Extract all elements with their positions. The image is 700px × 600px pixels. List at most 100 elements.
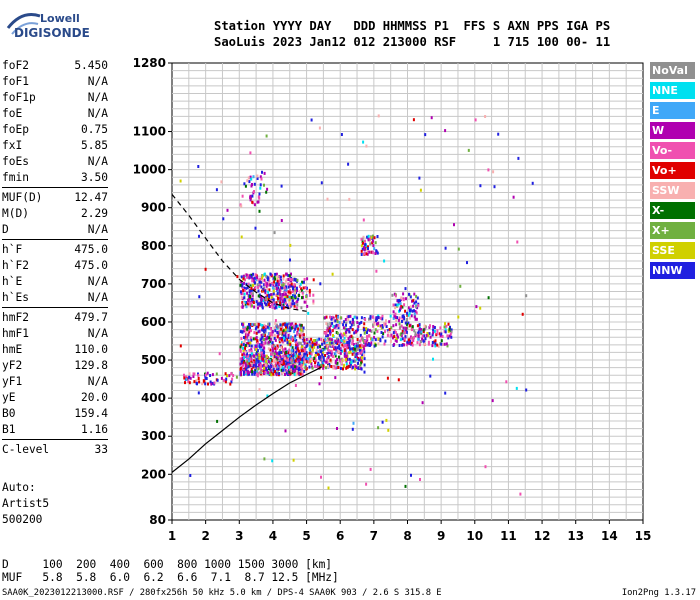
echo-point bbox=[292, 294, 294, 298]
echo-point bbox=[303, 300, 306, 304]
echo-point bbox=[291, 371, 294, 375]
echo-point bbox=[280, 360, 283, 364]
echo-point bbox=[447, 322, 450, 326]
echo-point bbox=[226, 374, 228, 378]
echo-point bbox=[301, 361, 304, 365]
echo-point bbox=[260, 348, 263, 352]
noise-point bbox=[444, 246, 447, 250]
echo-point bbox=[290, 282, 293, 286]
param-row: M(D) 2.29 bbox=[2, 206, 108, 222]
echo-point bbox=[274, 350, 277, 354]
echo-point bbox=[330, 360, 333, 364]
echo-point bbox=[290, 358, 293, 362]
echo-point bbox=[243, 288, 246, 292]
echo-point bbox=[401, 337, 404, 341]
noise-point bbox=[383, 259, 386, 263]
echo-point bbox=[277, 286, 280, 290]
echo-point bbox=[257, 322, 260, 326]
echo-point bbox=[377, 324, 380, 328]
param-name: yF2 bbox=[2, 359, 23, 372]
echo-point bbox=[251, 323, 254, 326]
noise-point bbox=[266, 278, 269, 282]
echo-point bbox=[241, 366, 243, 370]
echo-point bbox=[242, 360, 245, 364]
echo-point bbox=[343, 349, 346, 352]
echo-point bbox=[409, 308, 412, 312]
echo-point bbox=[266, 300, 269, 304]
echo-point bbox=[367, 247, 369, 250]
echo-point bbox=[285, 371, 288, 375]
echo-point bbox=[321, 342, 324, 346]
echo-point bbox=[343, 340, 346, 344]
echo-point bbox=[248, 302, 250, 306]
echo-point bbox=[399, 302, 402, 306]
echo-point bbox=[242, 325, 245, 329]
echo-point bbox=[332, 334, 334, 337]
echo-point bbox=[268, 371, 271, 375]
echo-point bbox=[242, 304, 244, 308]
echo-point bbox=[188, 375, 191, 379]
echo-point bbox=[251, 304, 253, 308]
echo-point bbox=[303, 341, 306, 345]
echo-point bbox=[381, 335, 384, 339]
echo-point bbox=[249, 341, 252, 345]
echo-point bbox=[286, 337, 289, 341]
echo-point bbox=[421, 337, 424, 341]
echo-point bbox=[253, 276, 256, 280]
echo-point bbox=[433, 329, 436, 333]
echo-point bbox=[239, 345, 242, 349]
echo-point bbox=[261, 373, 264, 377]
echo-point bbox=[197, 377, 200, 380]
echo-point bbox=[247, 176, 250, 180]
echo-point bbox=[267, 360, 270, 364]
autoscaling-info: Auto: Artist5 500200 bbox=[2, 480, 49, 528]
echo-point bbox=[273, 280, 276, 284]
echo-point bbox=[306, 304, 309, 308]
echo-point bbox=[253, 288, 256, 292]
echo-point bbox=[264, 283, 267, 286]
echo-point bbox=[414, 310, 417, 313]
echo-point bbox=[328, 337, 331, 341]
echo-point bbox=[353, 315, 356, 319]
echo-point bbox=[354, 364, 356, 367]
echo-point bbox=[366, 331, 368, 335]
noise-point bbox=[320, 181, 323, 185]
echo-point bbox=[288, 362, 291, 366]
echo-point bbox=[362, 235, 365, 239]
echo-point bbox=[279, 296, 282, 300]
echo-point bbox=[270, 293, 273, 297]
noise-point bbox=[179, 344, 182, 348]
echo-point bbox=[424, 325, 427, 329]
echo-point bbox=[299, 346, 302, 350]
echo-point bbox=[281, 306, 283, 310]
param-value: 1.16 bbox=[81, 423, 108, 436]
echo-point bbox=[336, 317, 339, 321]
echo-point bbox=[255, 323, 258, 326]
echo-point bbox=[304, 353, 307, 357]
echo-point bbox=[372, 315, 375, 319]
noise-point bbox=[236, 275, 239, 279]
echo-point bbox=[425, 334, 428, 337]
echo-point bbox=[257, 200, 260, 204]
echo-point bbox=[281, 371, 284, 375]
echo-point bbox=[342, 345, 345, 349]
echo-point bbox=[275, 323, 278, 327]
noise-point bbox=[395, 323, 398, 327]
echo-point bbox=[400, 324, 403, 328]
echo-point bbox=[271, 333, 274, 337]
echo-point bbox=[287, 354, 290, 358]
echo-point bbox=[300, 289, 303, 293]
noise-point bbox=[444, 129, 447, 133]
echo-point bbox=[294, 369, 296, 373]
param-value: 479.7 bbox=[74, 311, 108, 324]
echo-point bbox=[246, 342, 249, 345]
echo-point bbox=[298, 284, 301, 288]
echo-point bbox=[379, 316, 382, 320]
y-tick-label: 300 bbox=[141, 429, 166, 443]
echo-point bbox=[306, 353, 309, 357]
echo-point bbox=[270, 330, 273, 334]
echo-point bbox=[297, 371, 300, 375]
echo-point bbox=[395, 319, 398, 322]
echo-point bbox=[256, 341, 259, 345]
echo-point bbox=[449, 325, 451, 329]
